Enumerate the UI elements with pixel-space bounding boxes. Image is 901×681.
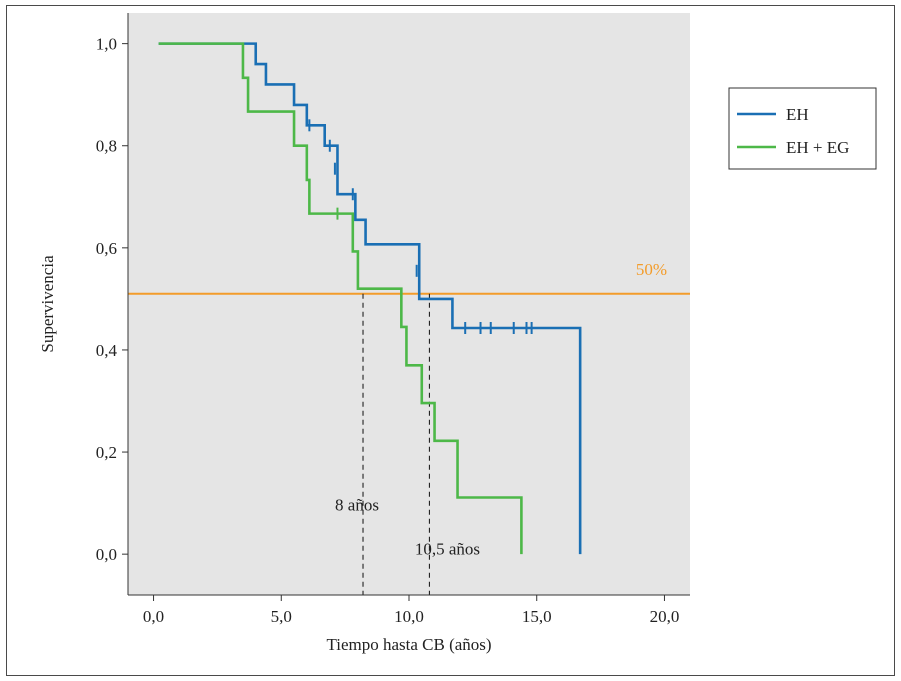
- x-tick-label: 10,0: [394, 607, 424, 626]
- y-tick-label: 1,0: [96, 35, 117, 54]
- figure-frame: 50% 8 años 10,5 años 0,0 0,2 0,4 0,6 0,8 1,0 0,0…: [6, 5, 895, 676]
- x-tick-label: 0,0: [143, 607, 164, 626]
- reference-line-label: 50%: [636, 260, 667, 279]
- y-tick-label: 0,2: [96, 443, 117, 462]
- series-line-eh: [158, 42, 582, 555]
- legend-box: [728, 87, 877, 170]
- y-tick-label: 0,8: [96, 137, 117, 156]
- legend: EH EH + EG: [728, 87, 877, 170]
- y-tick-label: 0,0: [96, 545, 117, 564]
- legend-label-eh: EH: [786, 105, 809, 124]
- y-tick-label: 0,6: [96, 239, 117, 258]
- x-tick-label: 5,0: [271, 607, 292, 626]
- x-axis-label: Tiempo hasta CB (años): [326, 635, 491, 654]
- x-tick-label: 20,0: [650, 607, 680, 626]
- x-tick-label: 15,0: [522, 607, 552, 626]
- survival-chart: 50% 8 años 10,5 años 0,0 0,2 0,4 0,6 0,8 1,0 0,0…: [38, 13, 877, 654]
- legend-label-eh-eg: EH + EG: [786, 138, 849, 157]
- median-marker-label: 8 años: [335, 495, 379, 514]
- y-tick-label: 0,4: [96, 341, 118, 360]
- series-line-eh-eg: [158, 42, 523, 555]
- median-marker-label: 10,5 años: [415, 540, 480, 559]
- y-axis-label: Supervivencia: [38, 255, 57, 353]
- plot-area: [128, 13, 690, 595]
